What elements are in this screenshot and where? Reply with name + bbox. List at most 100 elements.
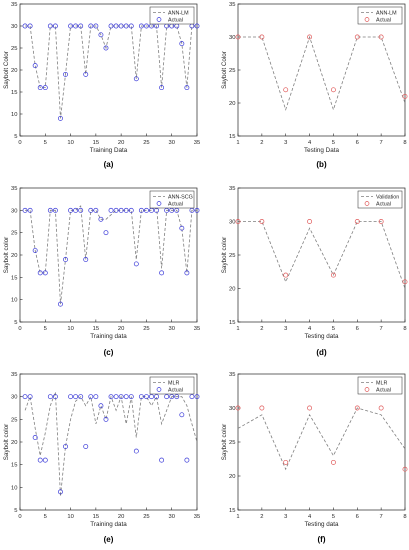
y-tick-label: 35 (229, 2, 235, 8)
panel-label: (d) (316, 348, 327, 357)
data-point (93, 394, 99, 400)
x-tick-label: 10 (67, 514, 73, 520)
y-tick-label: 30 (11, 208, 17, 214)
x-tick-label: 30 (168, 326, 174, 332)
data-point (103, 230, 109, 236)
x-tick-label: 20 (118, 326, 124, 332)
legend-entry: ANN-SCG (168, 195, 193, 201)
panel-label: (b) (316, 160, 327, 169)
y-tick-label: 5 (14, 320, 17, 326)
data-point (283, 87, 289, 93)
y-axis-label: Saybolt color (3, 237, 10, 273)
data-point (402, 466, 408, 472)
data-point (179, 41, 185, 47)
x-tick-label: 15 (93, 326, 99, 332)
data-point (128, 207, 134, 213)
data-point (138, 23, 144, 29)
y-tick-label: 20 (11, 440, 17, 446)
y-tick-label: 35 (11, 2, 17, 8)
y-tick-label: 35 (11, 186, 17, 192)
data-point (189, 394, 195, 400)
data-point (128, 23, 134, 29)
x-tick-label: 8 (403, 514, 406, 520)
y-tick-label: 25 (229, 253, 235, 259)
x-tick-label: 2 (260, 514, 263, 520)
data-point (83, 444, 89, 449)
x-axis-label: Training Data (90, 147, 128, 154)
data-point (32, 248, 38, 253)
data-point (354, 405, 360, 411)
x-tick-label: 30 (168, 514, 174, 520)
x-tick-label: 8 (403, 140, 406, 146)
data-point (52, 207, 58, 213)
data-point (88, 394, 94, 400)
x-tick-label: 6 (356, 514, 359, 520)
data-point (179, 225, 185, 231)
data-point (259, 34, 265, 40)
data-point (378, 405, 384, 411)
data-point (83, 71, 89, 77)
y-tick-label: 35 (11, 372, 17, 378)
data-point (169, 394, 175, 400)
y-tick-label: 25 (11, 417, 17, 423)
panel-label: (a) (104, 160, 114, 169)
y-axis-label: Saybolt Color (221, 51, 228, 89)
y-axis-label: Saybolt color (221, 237, 228, 273)
data-point (68, 394, 74, 400)
data-point (83, 257, 89, 262)
data-point (98, 216, 104, 222)
x-tick-label: 30 (168, 140, 174, 146)
x-tick-label: 5 (44, 514, 47, 520)
x-tick-label: 25 (143, 140, 149, 146)
y-tick-label: 5 (14, 508, 17, 514)
x-tick-label: 7 (380, 326, 383, 332)
plot-frame (19, 373, 198, 511)
data-point (98, 32, 104, 38)
panel-label: (e) (104, 535, 114, 544)
data-point (37, 270, 43, 276)
data-point (330, 459, 336, 465)
data-point (108, 394, 114, 400)
data-point (354, 219, 360, 224)
legend-swatch-marker (364, 201, 370, 206)
y-tick-label: 15 (11, 90, 17, 96)
x-tick-label: 3 (284, 514, 287, 520)
data-point (307, 34, 313, 40)
x-tick-label: 15 (93, 140, 99, 146)
y-tick-label: 20 (229, 101, 235, 107)
series-line-mlr (24, 391, 198, 497)
legend-entry: MLR (376, 381, 387, 387)
legend-entry: Actual (168, 388, 183, 394)
data-point (194, 394, 200, 400)
data-point (378, 34, 384, 40)
x-tick-label: 35 (194, 514, 200, 520)
data-point (32, 435, 38, 440)
y-tick-label: 20 (229, 474, 235, 480)
y-tick-label: 35 (229, 186, 235, 192)
x-tick-label: 1 (236, 140, 239, 146)
data-point (68, 23, 74, 29)
data-point (42, 85, 48, 91)
data-point (149, 394, 154, 400)
plot-frame (237, 187, 406, 323)
plot-frame (237, 373, 406, 511)
data-point (235, 34, 241, 40)
x-tick-label: 15 (93, 514, 99, 520)
x-tick-label: 2 (260, 140, 263, 146)
y-tick-label: 10 (11, 298, 17, 304)
y-tick-label: 30 (11, 24, 17, 30)
x-tick-label: 1 (236, 326, 239, 332)
y-tick-label: 25 (11, 231, 17, 237)
data-point (58, 301, 63, 307)
data-point (194, 23, 200, 29)
chart-panel-4: 1 2 3 4 5 6 7 8 15 20 25 30 35 Testing data Saybolt co… (221, 186, 408, 357)
x-tick-label: 25 (143, 514, 149, 520)
data-point (143, 394, 149, 400)
chart-panel-2: 1 2 3 4 5 6 7 8 15 20 25 30 35 Testing Data Saybolt Co… (221, 2, 408, 169)
x-axis-label: Training data (90, 521, 127, 528)
data-point (78, 23, 84, 29)
x-tick-label: 20 (118, 140, 124, 146)
